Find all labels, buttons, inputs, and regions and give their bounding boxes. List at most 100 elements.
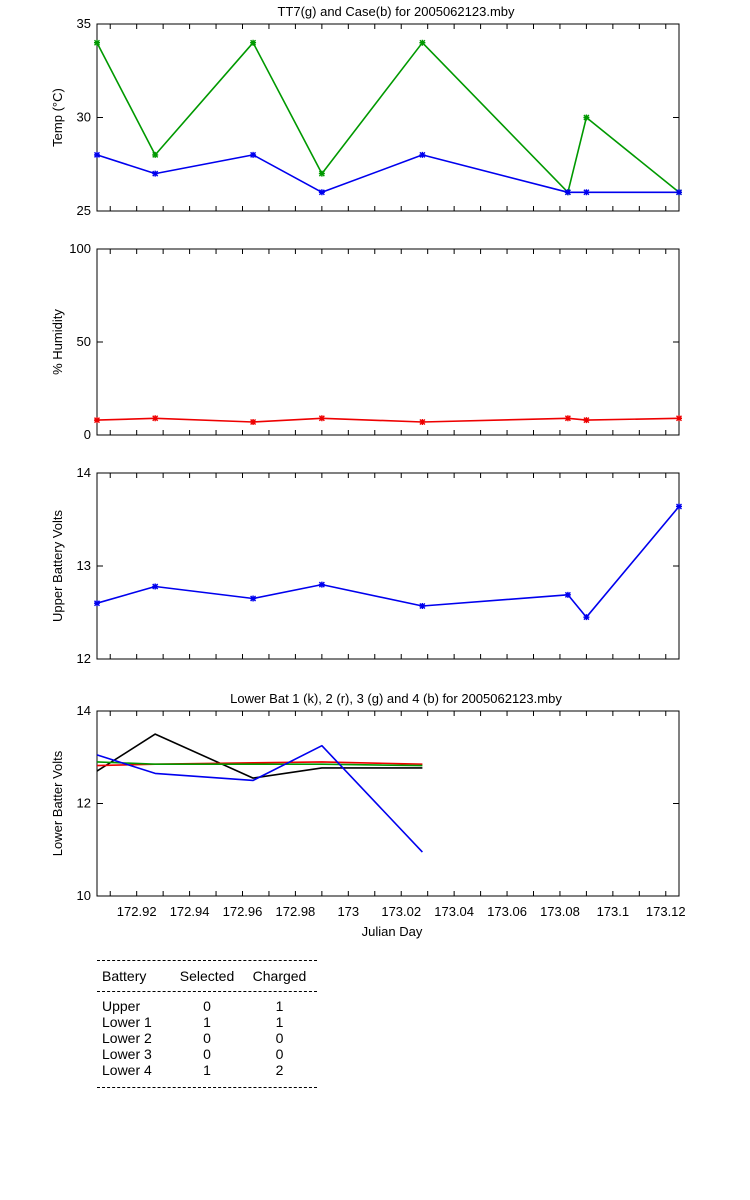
table-row: Lower 1 1 1 bbox=[97, 1014, 317, 1030]
data-point bbox=[583, 417, 590, 424]
y-tick-label: 35 bbox=[77, 16, 91, 31]
x-tick-label: 172.96 bbox=[223, 904, 263, 919]
plot-frame bbox=[96, 23, 680, 212]
data-point bbox=[676, 189, 682, 196]
battery-name: Upper bbox=[102, 998, 141, 1014]
data-point bbox=[94, 151, 100, 158]
data-point bbox=[318, 415, 325, 422]
y-tick-label: 14 bbox=[77, 703, 91, 718]
series-line bbox=[96, 733, 423, 779]
x-tick-label: 173.04 bbox=[434, 904, 474, 919]
plot-frame bbox=[96, 710, 680, 897]
table-row: Lower 2 0 0 bbox=[97, 1030, 317, 1046]
x-tick-label: 173.06 bbox=[487, 904, 527, 919]
battery-table: Battery Selected Charged Upper 0 1 Lower… bbox=[97, 960, 317, 1088]
plot-frame bbox=[96, 472, 680, 660]
series-line bbox=[96, 505, 680, 619]
data-point bbox=[564, 415, 571, 422]
data-point bbox=[583, 189, 590, 196]
series-line bbox=[96, 154, 679, 194]
data-point bbox=[318, 189, 325, 196]
x-tick-label: 172.98 bbox=[276, 904, 316, 919]
header-selected: Selected bbox=[179, 968, 235, 984]
data-point bbox=[152, 170, 159, 177]
y-tick-label: 0 bbox=[84, 427, 91, 442]
data-point bbox=[94, 600, 100, 607]
charged-value: 0 bbox=[275, 1046, 284, 1062]
x-tick-label: 172.92 bbox=[117, 904, 157, 919]
x-tick-label: 173.12 bbox=[646, 904, 686, 919]
charged-value: 2 bbox=[275, 1062, 284, 1078]
selected-value: 1 bbox=[203, 1014, 211, 1030]
charged-value: 0 bbox=[275, 1030, 284, 1046]
x-tick-label: 173.02 bbox=[381, 904, 421, 919]
table-bottom-divider bbox=[97, 1087, 317, 1088]
series-line bbox=[96, 761, 423, 767]
x-tick-label: 173.08 bbox=[540, 904, 580, 919]
y-axis-label: Upper Battery Volts bbox=[50, 510, 65, 622]
data-point bbox=[94, 417, 100, 424]
selected-value: 1 bbox=[203, 1062, 211, 1078]
data-point bbox=[250, 151, 257, 158]
charged-value: 1 bbox=[275, 1014, 284, 1030]
y-tick-label: 25 bbox=[77, 203, 91, 218]
data-point bbox=[676, 415, 682, 422]
table-top-divider bbox=[97, 960, 317, 961]
y-axis-label: Temp (°C) bbox=[50, 88, 65, 147]
table-header-divider bbox=[97, 991, 317, 992]
y-tick-label: 100 bbox=[69, 241, 91, 256]
x-tick-label: 173 bbox=[337, 904, 359, 919]
y-tick-label: 50 bbox=[77, 334, 91, 349]
series-line bbox=[96, 744, 423, 853]
y-tick-label: 30 bbox=[77, 110, 91, 125]
data-point bbox=[318, 581, 325, 588]
header-battery: Battery bbox=[102, 968, 147, 984]
y-tick-label: 12 bbox=[77, 651, 91, 666]
header-charged: Charged bbox=[252, 968, 307, 984]
chart-title: TT7(g) and Case(b) for 2005062123.mby bbox=[277, 4, 515, 19]
data-point bbox=[583, 114, 590, 121]
plot-frame bbox=[96, 248, 680, 436]
data-point bbox=[152, 415, 159, 422]
y-axis-label: Lower Batter Volts bbox=[50, 750, 65, 856]
y-tick-label: 12 bbox=[77, 796, 91, 811]
x-tick-label: 173.1 bbox=[597, 904, 630, 919]
table-row: Lower 4 1 2 bbox=[97, 1062, 317, 1078]
y-tick-label: 10 bbox=[77, 888, 91, 903]
table-header-row: Battery Selected Charged bbox=[97, 961, 317, 991]
series-line bbox=[96, 761, 423, 767]
data-point bbox=[250, 418, 257, 425]
data-point bbox=[152, 151, 159, 158]
series-line bbox=[96, 41, 680, 194]
charged-value: 1 bbox=[275, 998, 284, 1014]
y-tick-label: 13 bbox=[77, 558, 91, 573]
battery-name: Lower 3 bbox=[102, 1046, 152, 1062]
data-point bbox=[152, 583, 159, 590]
data-point bbox=[419, 418, 426, 425]
series-line bbox=[96, 417, 680, 423]
data-point bbox=[250, 595, 257, 602]
battery-name: Lower 2 bbox=[102, 1030, 152, 1046]
x-axis-label: Julian Day bbox=[362, 924, 423, 939]
data-point bbox=[419, 151, 426, 158]
data-point bbox=[583, 614, 590, 621]
x-tick-label: 172.94 bbox=[170, 904, 210, 919]
battery-name: Lower 1 bbox=[102, 1014, 152, 1030]
data-point bbox=[419, 602, 426, 609]
data-point bbox=[676, 503, 682, 510]
data-point bbox=[564, 189, 571, 196]
data-point bbox=[250, 39, 257, 46]
selected-value: 0 bbox=[203, 998, 211, 1014]
data-point bbox=[419, 39, 426, 46]
selected-value: 0 bbox=[203, 1030, 211, 1046]
data-point bbox=[564, 591, 571, 598]
table-row: Upper 0 1 bbox=[97, 998, 317, 1014]
table-row: Lower 3 0 0 bbox=[97, 1046, 317, 1062]
data-point bbox=[94, 39, 100, 46]
chart-title: Lower Bat 1 (k), 2 (r), 3 (g) and 4 (b) … bbox=[230, 691, 562, 706]
selected-value: 0 bbox=[203, 1046, 211, 1062]
battery-name: Lower 4 bbox=[102, 1062, 152, 1078]
data-point bbox=[318, 170, 325, 177]
y-axis-label: % Humidity bbox=[50, 309, 65, 375]
